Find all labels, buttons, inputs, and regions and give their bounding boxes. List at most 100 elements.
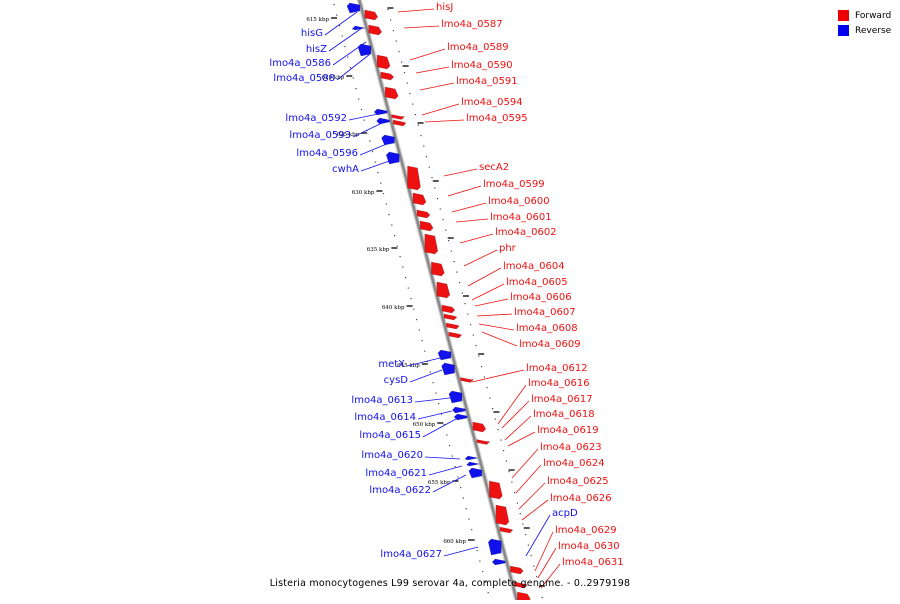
label-leader-line [443,546,479,557]
scale-dot [421,340,423,342]
gene-label-reverse: lmo4a_0627 [380,549,442,560]
reverse-gene-block [464,455,479,461]
gene-label-forward: lmo4a_0589 [447,42,509,53]
scale-dot [424,350,426,352]
label-leader-line [422,418,457,438]
scale-dot [475,345,477,347]
forward-gene-block [416,209,431,219]
scale-dot [352,77,354,79]
scale-dot [396,245,398,247]
forward-gene-block [384,86,399,100]
scale-dot [425,156,428,158]
forward-gene-block [392,119,407,127]
gene-label-reverse: lmo4a_0622 [369,485,431,496]
scale-dot [387,9,389,11]
label-leader-line [504,415,532,441]
gene-label-forward: lmo4a_0587 [441,19,503,30]
scale-dot [511,481,513,483]
scale-dot [450,250,452,252]
scale-dot [420,135,422,137]
scale-dot [405,277,407,279]
scale-tick-label: 630 kbp [352,190,375,196]
scale-dot [355,88,357,90]
scale-dot [527,544,529,546]
forward-gene-block [476,439,491,445]
forward-gene-block [499,526,514,534]
reverse-gene-block [437,349,452,361]
label-leader-line [421,103,460,116]
forward-gene-block [443,313,458,321]
gene-label-reverse: lmo4a_0593 [289,130,351,141]
scale-dot [336,14,338,16]
legend-item-reverse: Reverse [838,23,891,38]
scale-dot [462,497,464,499]
gene-label-reverse: lmo4a_0592 [285,113,347,124]
forward-gene-block [412,192,427,206]
reverse-gene-block [441,362,455,376]
label-leader-line [455,218,489,223]
scale-dot [407,287,409,289]
label-leader-line [481,331,518,347]
gene-label-reverse: lmo4a_0586 [269,58,331,69]
scale-dot [392,30,395,32]
reverse-gene-block [468,467,483,479]
gene-label-reverse: lmo4a_0620 [361,450,423,461]
scale-dot [429,371,431,373]
gene-label-forward: lmo4a_0616 [528,378,590,389]
scale-dot [536,576,538,578]
scale-dot [358,98,360,100]
scale-dot [435,392,437,394]
gene-label-forward: lmo4a_0591 [456,76,518,87]
gene-label-forward: lmo4a_0609 [519,339,581,350]
label-leader-line [443,168,478,177]
scale-dot [483,376,485,378]
scale-dot [427,361,429,363]
gene-label-forward: lmo4a_0605 [506,277,568,288]
gene-label-reverse: lmo4a_0615 [359,430,421,441]
reverse-gene-block [487,538,502,556]
legend: Forward Reverse [838,8,891,38]
scale-dot [388,214,390,216]
scale-dot [541,597,543,599]
label-leader-line [518,482,546,510]
scale-dot [412,103,414,105]
gene-label-forward: lmo4a_0590 [451,60,513,71]
gene-label-forward: lmo4a_0629 [555,525,617,536]
scale-dot [459,282,461,284]
scale-dot [398,51,400,53]
scale-dot [363,119,365,121]
scale-dot [385,203,387,205]
legend-label-reverse: Reverse [855,25,892,36]
label-leader-line [476,313,513,317]
label-leader-line [474,298,509,307]
gene-label-forward: lmo4a_0612 [526,363,588,374]
scale-dot [341,35,343,37]
forward-gene-block [368,24,383,36]
scale-dot [371,151,374,153]
scale-dot [434,187,436,189]
forward-gene-block [441,304,456,314]
reverse-gene-block [376,117,390,125]
scale-dot [500,439,502,441]
gene-label-forward: lmo4a_0617 [531,394,593,405]
label-leader-line [534,531,554,572]
gene-label-forward: lmo4a_0623 [540,442,602,453]
reverse-gene-block [453,413,468,421]
label-leader-line [447,185,482,197]
label-leader-line [511,448,539,479]
gene-label-forward: lmo4a_0631 [562,557,624,568]
gene-label-forward: lmo4a_0602 [495,227,557,238]
scale-dot [349,67,352,69]
scale-dot [481,366,483,368]
scale-dot [380,182,382,184]
scale-dot [476,550,478,552]
gene-label-forward: lmo4a_0601 [490,212,552,223]
scale-dot [525,534,527,536]
scale-dot [413,308,415,310]
gene-label-forward: secA2 [479,162,509,173]
scale-tick-label: 635 kbp [367,247,390,253]
scale-dot [464,303,466,305]
scale-dot [360,109,363,111]
gene-label-forward: hisJ [436,2,453,13]
scale-dot [374,161,376,163]
